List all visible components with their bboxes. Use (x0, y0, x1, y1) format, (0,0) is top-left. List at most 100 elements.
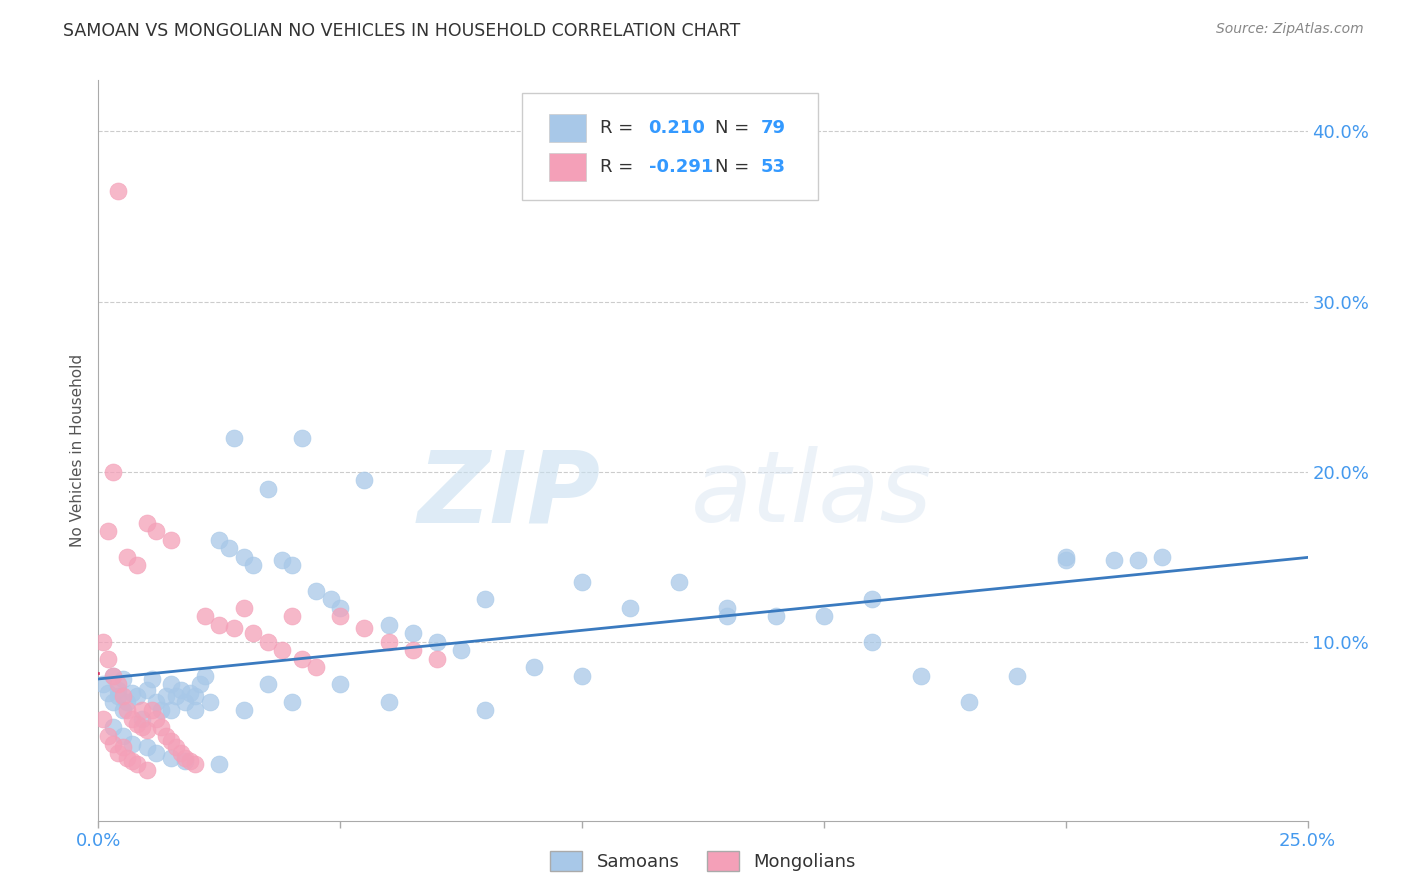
Point (101, 465, 124, 479)
Point (1054, 549, 1077, 564)
Point (150, 720, 173, 734)
Point (160, 703, 183, 717)
Point (121, 754, 143, 768)
Point (377, 694, 399, 708)
Point (165, 690, 187, 704)
Point (242, 626, 264, 640)
Point (127, 716, 149, 731)
Point (145, 694, 167, 708)
Point (174, 750, 197, 764)
Point (91, 712, 114, 726)
Point (121, 712, 143, 726)
Point (107, 682, 129, 697)
Point (1054, 553, 1077, 567)
Point (232, 703, 254, 717)
Point (281, 609, 304, 624)
Point (290, 652, 312, 666)
Point (111, 703, 134, 717)
Point (1128, 553, 1150, 567)
Point (571, 575, 593, 590)
Point (860, 592, 883, 607)
Point (218, 541, 240, 556)
Point (256, 677, 278, 691)
Point (256, 482, 278, 496)
Point (184, 703, 207, 717)
Point (117, 750, 139, 764)
Point (117, 694, 139, 708)
Point (111, 673, 134, 687)
Point (121, 737, 143, 751)
Point (179, 686, 201, 700)
Point (135, 682, 157, 697)
Point (281, 694, 304, 708)
Point (198, 694, 221, 708)
Point (91, 677, 114, 691)
Text: R =: R = (600, 158, 640, 176)
Point (194, 609, 217, 624)
Point (619, 600, 641, 615)
Point (97, 686, 120, 700)
Text: N =: N = (716, 158, 755, 176)
Point (571, 669, 593, 683)
Point (107, 677, 129, 691)
Point (135, 740, 157, 755)
Text: SAMOAN VS MONGOLIAN NO VEHICLES IN HOUSEHOLD CORRELATION CHART: SAMOAN VS MONGOLIAN NO VEHICLES IN HOUSE… (63, 22, 741, 40)
Point (145, 746, 167, 760)
Point (127, 757, 149, 772)
Point (305, 660, 328, 674)
Point (160, 750, 183, 764)
Point (174, 754, 197, 768)
Point (145, 524, 167, 539)
Point (150, 703, 173, 717)
Point (174, 694, 197, 708)
Y-axis label: No Vehicles in Household: No Vehicles in Household (70, 354, 86, 547)
Point (97, 524, 120, 539)
Point (194, 669, 217, 683)
Point (353, 473, 375, 487)
Point (290, 431, 312, 445)
Text: 79: 79 (761, 119, 786, 136)
Point (208, 618, 231, 632)
Point (145, 712, 167, 726)
Point (329, 600, 352, 615)
Point (402, 626, 425, 640)
Text: atlas: atlas (690, 446, 932, 543)
Point (107, 746, 129, 760)
Point (353, 621, 375, 635)
Text: 0.210: 0.210 (648, 119, 706, 136)
Point (111, 690, 134, 704)
Point (319, 592, 342, 607)
Point (101, 669, 124, 683)
Point (141, 673, 163, 687)
Point (135, 763, 157, 777)
Point (426, 652, 449, 666)
Point (131, 720, 153, 734)
Point (329, 677, 352, 691)
Point (222, 621, 245, 635)
Point (1007, 669, 1029, 683)
Point (117, 549, 139, 564)
Point (179, 754, 201, 768)
FancyBboxPatch shape (550, 153, 586, 181)
Point (208, 757, 231, 772)
Point (97, 652, 120, 666)
Point (111, 729, 134, 743)
Point (160, 533, 183, 547)
Text: Source: ZipAtlas.com: Source: ZipAtlas.com (1216, 22, 1364, 37)
Point (184, 690, 207, 704)
Point (474, 703, 496, 717)
Point (101, 720, 124, 734)
Point (117, 703, 139, 717)
Point (107, 690, 129, 704)
Point (169, 682, 191, 697)
FancyBboxPatch shape (522, 93, 818, 200)
Point (169, 746, 191, 760)
Legend: Samoans, Mongolians: Samoans, Mongolians (543, 844, 863, 879)
Point (716, 600, 738, 615)
Text: R =: R = (600, 119, 640, 136)
Point (232, 600, 254, 615)
Point (121, 686, 143, 700)
Point (135, 516, 157, 530)
Point (131, 712, 153, 726)
Point (184, 757, 207, 772)
